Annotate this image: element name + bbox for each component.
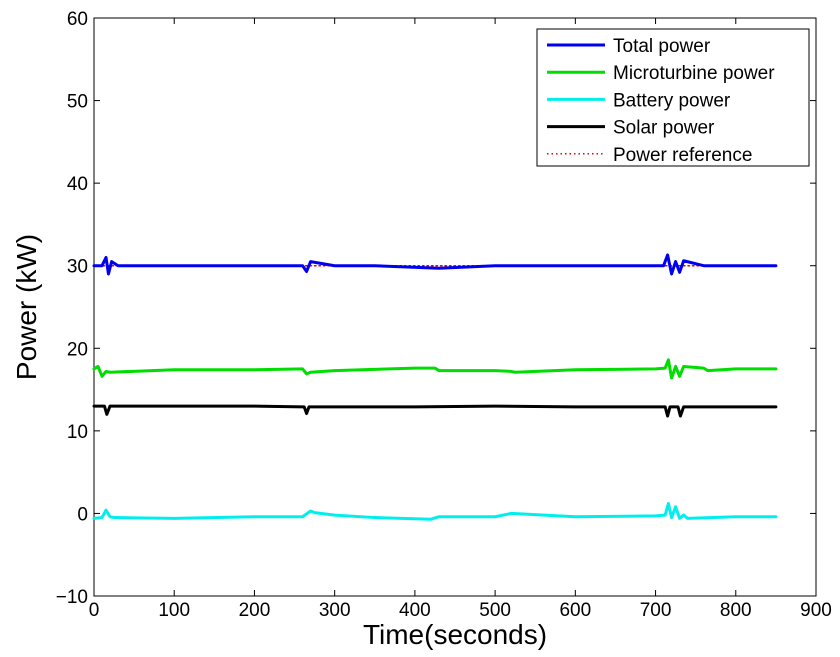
y-tick-label: 60 bbox=[67, 9, 88, 30]
x-tick-label: 0 bbox=[89, 600, 100, 621]
x-tick-label: 700 bbox=[640, 600, 672, 621]
y-tick-label: 20 bbox=[67, 339, 88, 360]
y-tick-label: 30 bbox=[67, 257, 88, 278]
legend: Total power Microturbine power Battery pow… bbox=[536, 28, 810, 167]
x-tick-label: 100 bbox=[158, 600, 190, 621]
series-line-solar-power bbox=[92, 404, 778, 418]
legend-label: Power reference bbox=[613, 145, 752, 166]
legend-label: Solar power bbox=[613, 118, 715, 139]
y-tick-label: 40 bbox=[67, 174, 88, 195]
y-tick-label: 50 bbox=[67, 92, 88, 113]
x-tick-label: 600 bbox=[559, 600, 591, 621]
legend-label: Battery power bbox=[613, 90, 731, 111]
x-tick-label: 400 bbox=[399, 600, 431, 621]
series-layer bbox=[92, 253, 778, 521]
x-tick-label: 300 bbox=[319, 600, 351, 621]
y-axis-label: Power (kW) bbox=[11, 234, 42, 380]
series-line-microturbine-power bbox=[92, 358, 778, 380]
y-tick-label: 10 bbox=[67, 422, 88, 443]
x-tick-label: 900 bbox=[800, 600, 832, 621]
x-axis-label: Time(seconds) bbox=[363, 619, 547, 650]
x-tick-label: 800 bbox=[720, 600, 752, 621]
series-line-battery-power bbox=[92, 502, 778, 521]
x-tick-label: 500 bbox=[479, 600, 511, 621]
legend-label: Total power bbox=[613, 36, 711, 57]
legend-box bbox=[536, 28, 810, 167]
series-line-total-power bbox=[92, 253, 778, 276]
y-tick-label: −10 bbox=[56, 587, 88, 608]
legend-label: Microturbine power bbox=[613, 63, 775, 84]
x-tick-label: 200 bbox=[239, 600, 271, 621]
axis-ticks: 0 100 200 300 400 500 600 700 800 900−10010203040… bbox=[56, 9, 832, 621]
y-tick-label: 0 bbox=[77, 504, 88, 525]
